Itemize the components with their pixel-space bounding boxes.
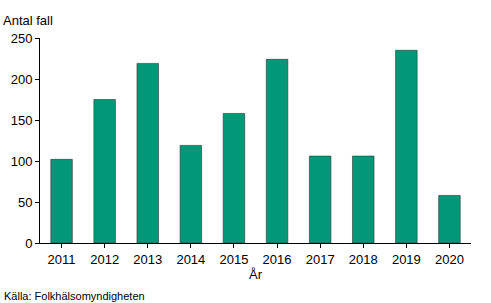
svg-text:2019: 2019 [392,252,421,267]
svg-text:2013: 2013 [133,252,162,267]
svg-text:50: 50 [18,195,32,210]
svg-text:2016: 2016 [263,252,292,267]
svg-text:Källa: Folkhälsomyndigheten: Källa: Folkhälsomyndigheten [4,290,145,302]
svg-text:2011: 2011 [48,252,76,267]
svg-text:2012: 2012 [90,252,119,267]
svg-text:150: 150 [11,113,33,128]
svg-text:2017: 2017 [306,252,335,267]
svg-text:2018: 2018 [349,252,378,267]
svg-text:0: 0 [25,236,32,251]
svg-text:År: År [249,267,263,282]
svg-text:2014: 2014 [176,252,205,267]
svg-text:200: 200 [11,72,33,87]
svg-text:250: 250 [11,31,33,46]
svg-text:Antal fall: Antal fall [3,13,53,28]
svg-text:2015: 2015 [219,252,248,267]
svg-text:100: 100 [11,154,33,169]
svg-text:2020: 2020 [435,252,464,267]
